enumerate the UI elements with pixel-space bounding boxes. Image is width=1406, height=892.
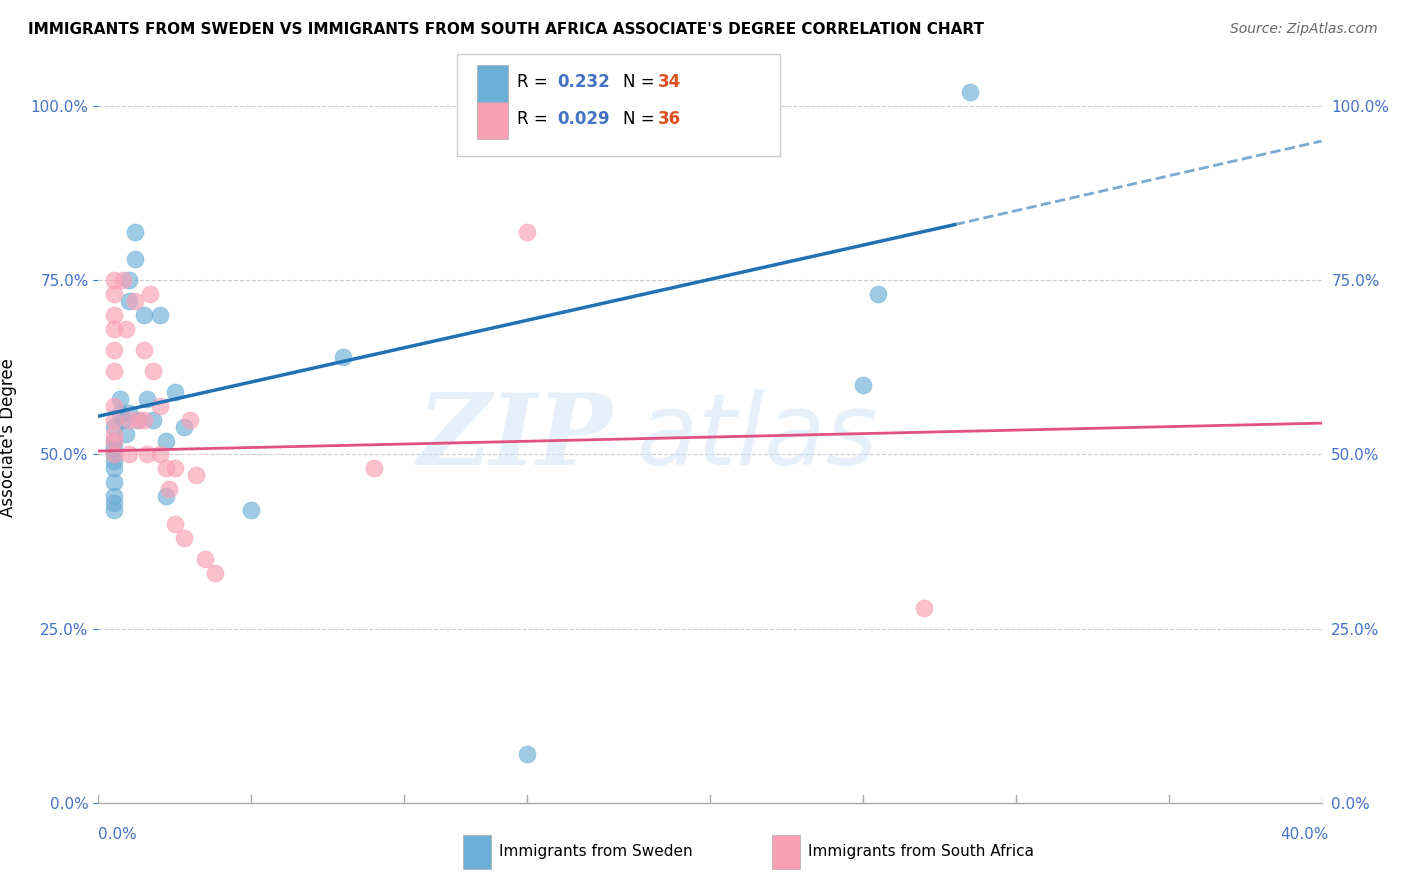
Point [103,503,125,517]
Point [108,406,131,420]
Point [163,517,186,532]
Point [204,566,226,580]
Text: Immigrants from Sweden: Immigrants from Sweden [499,845,693,859]
Point [124,252,146,267]
Point [127,412,149,426]
Point [103,399,125,413]
Point [332,350,354,364]
Text: 0.232: 0.232 [557,73,610,91]
Text: 34: 34 [658,73,682,91]
Point [186,468,208,483]
Point [103,308,125,322]
Point [139,287,162,301]
Point [142,364,165,378]
Point [852,377,875,392]
Point [516,225,538,239]
Point [155,434,177,448]
Point [103,475,125,490]
Point [103,434,125,448]
Point [179,412,201,426]
Text: N =: N = [623,110,659,128]
Point [912,600,935,615]
Point [240,503,263,517]
Point [155,489,177,503]
Point [103,426,125,441]
Point [163,384,186,399]
Point [118,273,141,287]
Point [149,448,172,462]
Text: 36: 36 [658,110,681,128]
Point [163,461,186,475]
Point [111,273,134,287]
Point [118,294,141,309]
Point [149,308,172,322]
Point [103,364,125,378]
Text: ZIP: ZIP [418,389,612,485]
Point [115,322,138,336]
Text: N =: N = [623,73,659,91]
Point [103,448,125,462]
Y-axis label: Associate's Degree: Associate's Degree [0,358,17,516]
Point [103,273,125,287]
Text: 0.0%: 0.0% [98,827,138,841]
Point [118,406,141,420]
Text: 40.0%: 40.0% [1281,827,1329,841]
Point [103,461,125,475]
Point [103,448,125,462]
Point [124,225,146,239]
Point [103,496,125,510]
Point [103,287,125,301]
Text: R =: R = [517,110,554,128]
Point [111,412,134,426]
Point [516,747,538,761]
Point [136,392,159,406]
Point [108,392,131,406]
Point [103,434,125,448]
Text: IMMIGRANTS FROM SWEDEN VS IMMIGRANTS FROM SOUTH AFRICA ASSOCIATE'S DEGREE CORREL: IMMIGRANTS FROM SWEDEN VS IMMIGRANTS FRO… [28,22,984,37]
Point [103,454,125,468]
Point [136,448,159,462]
Text: atlas: atlas [637,389,879,485]
Point [142,412,165,426]
Point [103,412,125,426]
Point [157,483,180,497]
Point [115,426,138,441]
Point [868,287,890,301]
Point [103,322,125,336]
Point [134,308,156,322]
Point [194,552,217,566]
Point [149,399,172,413]
Point [173,419,195,434]
Point [959,85,981,99]
Point [103,489,125,503]
Point [127,412,149,426]
Point [103,343,125,357]
Point [134,343,156,357]
Point [118,448,141,462]
Text: R =: R = [517,73,554,91]
Point [103,441,125,455]
Point [118,412,141,426]
Point [103,419,125,434]
Point [173,531,195,545]
Point [124,294,146,309]
Text: 0.029: 0.029 [557,110,609,128]
Text: Immigrants from South Africa: Immigrants from South Africa [808,845,1035,859]
Point [134,412,156,426]
Point [363,461,385,475]
Point [155,461,177,475]
Text: Source: ZipAtlas.com: Source: ZipAtlas.com [1230,22,1378,37]
